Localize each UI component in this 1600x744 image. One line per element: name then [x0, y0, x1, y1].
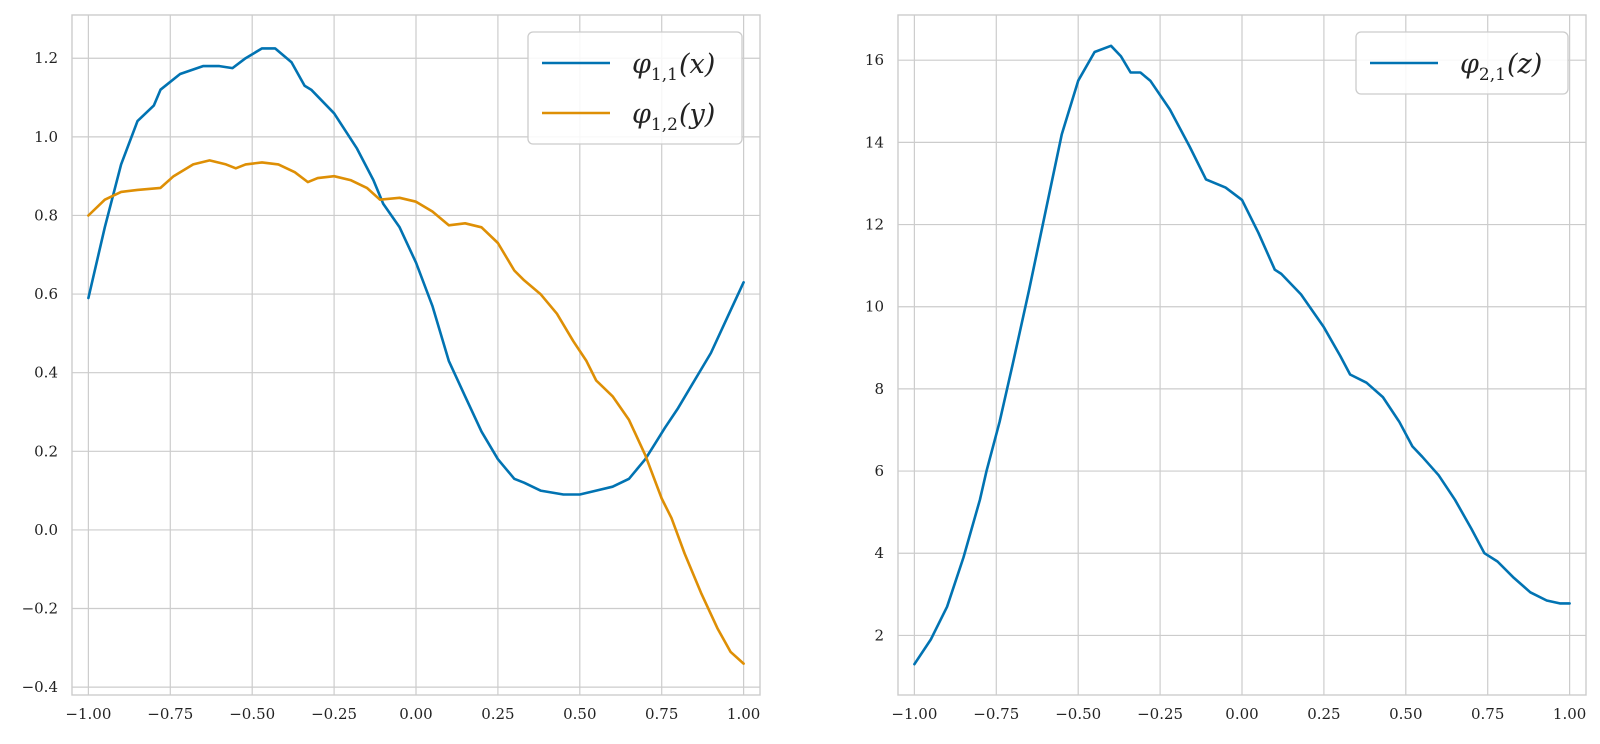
y-tick-label: 10 — [865, 298, 884, 316]
y-tick-label: 1.2 — [34, 49, 58, 67]
x-tick-label: −0.25 — [311, 705, 357, 723]
legend-entry: φ2,1(z) — [1460, 49, 1542, 85]
y-tick-label: 6 — [874, 462, 884, 480]
legend-symbol: φ — [632, 99, 651, 130]
legend-argument: (x) — [679, 49, 715, 80]
x-tick-label: −0.75 — [973, 705, 1019, 723]
plot-frame — [897, 14, 1587, 696]
x-tick-label: 0.50 — [1389, 705, 1422, 723]
right-chart-panel: −1.00 −0.75 −0.50 −0.25 0.00 0.25 0.50 0.75 1.00… — [865, 14, 1587, 723]
y-tick-label: 0.8 — [34, 206, 58, 224]
x-tick-label: 0.75 — [1471, 705, 1504, 723]
legend-entry: φ1,2(y) — [632, 99, 715, 135]
legend-symbol: φ — [632, 49, 651, 80]
legend-box — [1355, 31, 1569, 95]
y-tick-label: 1.0 — [34, 128, 58, 146]
legend: φ2,1(z) — [1355, 31, 1569, 95]
y-tick-label: 0.6 — [34, 285, 58, 303]
y-tick-label: 4 — [874, 544, 884, 562]
legend-argument: (z) — [1507, 49, 1542, 80]
x-tick-label: 0.75 — [645, 705, 678, 723]
legend-subscript: 2,1 — [1479, 65, 1506, 85]
y-tick-label: 16 — [865, 51, 884, 69]
x-tick-label: −0.25 — [1137, 705, 1183, 723]
series-line-1-1 — [87, 47, 745, 496]
plot-frame — [71, 14, 761, 696]
y-tick-label: −0.4 — [22, 678, 58, 696]
x-tick-label: 0.50 — [563, 705, 596, 723]
x-tick-label: 0.00 — [399, 705, 432, 723]
x-tick-label: −1.00 — [891, 705, 937, 723]
y-tick-label: 2 — [874, 626, 884, 644]
x-tick-label: −1.00 — [65, 705, 111, 723]
legend-subscript: 1,1 — [651, 65, 678, 85]
x-tick-label: −0.50 — [229, 705, 275, 723]
legend: φ1,1(x)φ1,2(y) — [527, 31, 743, 145]
legend-argument: (y) — [679, 99, 715, 130]
legend-box — [527, 31, 743, 145]
legend-symbol: φ — [1460, 49, 1479, 80]
series-line-1-2 — [87, 159, 745, 665]
left-chart-panel: −1.00 −0.75 −0.50 −0.25 0.00 0.25 0.50 0.75 1.00… — [22, 14, 761, 723]
series-line-2-1 — [913, 44, 1571, 666]
x-tick-label: −0.50 — [1055, 705, 1101, 723]
legend-subscript: 1,2 — [651, 115, 678, 135]
legend-entry: φ1,1(x) — [632, 49, 715, 85]
y-tick-label: 0.2 — [34, 442, 58, 460]
x-tick-label: 0.25 — [1307, 705, 1340, 723]
y-tick-label: 8 — [874, 380, 884, 398]
x-tick-label: 1.00 — [1553, 705, 1586, 723]
y-tick-label: 0.0 — [34, 521, 58, 539]
x-tick-label: 0.00 — [1225, 705, 1258, 723]
x-tick-label: −0.75 — [147, 705, 193, 723]
y-tick-label: 0.4 — [34, 364, 58, 382]
y-tick-label: −0.2 — [22, 600, 58, 618]
x-tick-label: 1.00 — [727, 705, 760, 723]
y-tick-label: 12 — [865, 216, 884, 234]
x-tick-label: 0.25 — [481, 705, 514, 723]
y-tick-label: 14 — [865, 133, 884, 151]
